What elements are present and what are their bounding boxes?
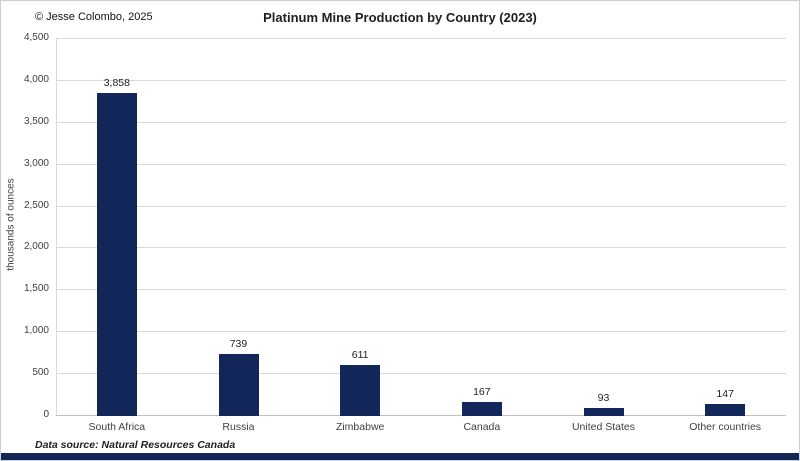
gridline: [56, 331, 786, 333]
bar-south-africa: [96, 92, 137, 416]
y-tick-label: 3,500: [23, 115, 49, 127]
y-tick-label: 1,000: [23, 325, 49, 337]
y-tick-label: 3,000: [23, 157, 49, 169]
x-category-label: Zimbabwe: [335, 421, 385, 433]
bar-value-label: 611: [351, 348, 369, 361]
y-tick-label: 1,500: [23, 283, 49, 295]
chart-title: Platinum Mine Production by Country (202…: [263, 10, 537, 25]
x-category-label: Canada: [463, 421, 501, 433]
gridline: [56, 373, 786, 375]
y-axis-ticks: 0 500 1,000 1,500 2,000 2,500 3,000 3,500 4,000 4…: [1, 33, 49, 420]
y-tick-label: 2,000: [23, 241, 49, 253]
y-tick-label: 500: [32, 367, 49, 379]
bottom-accent-strip: [1, 453, 799, 460]
x-category-label: Other countries: [689, 421, 762, 433]
bar-russia: [218, 354, 259, 416]
x-category-label: South Africa: [88, 421, 146, 433]
bar-value-label: 167: [473, 386, 491, 399]
bar-canada: [461, 402, 502, 416]
y-tick-label: 4,500: [23, 32, 49, 43]
bar-value-label: 93: [597, 392, 610, 405]
gridline: [56, 289, 786, 291]
bar-united-states: [583, 408, 624, 416]
x-category-label: United States: [571, 421, 635, 433]
y-axis-line: [56, 39, 57, 416]
gridline: [56, 247, 786, 249]
y-tick-label: 0: [43, 409, 49, 420]
y-tick-label: 4,000: [23, 73, 49, 85]
data-source-note: Data source: Natural Resources Canada: [35, 439, 236, 451]
bar-other-countries: [705, 403, 746, 416]
gridline: [56, 38, 786, 39]
copyright-note: © Jesse Colombo, 2025: [35, 11, 153, 23]
gridline: [56, 205, 786, 207]
bar-value-label: 739: [229, 338, 248, 351]
y-tick-label: 2,500: [23, 199, 49, 211]
x-category-label: Russia: [222, 421, 255, 433]
bar-zimbabwe: [340, 364, 381, 416]
x-axis-line: [56, 415, 786, 416]
gridline: [56, 121, 786, 123]
plot-area: 3,858 739 611 167 93 147: [56, 38, 786, 416]
bar-value-label: 147: [716, 387, 734, 400]
gridline: [56, 79, 786, 81]
gridline: [56, 163, 786, 165]
x-axis-labels: South Africa Russia Zimbabwe Canada United S…: [56, 421, 786, 437]
bar-value-label: 3,858: [103, 76, 130, 89]
